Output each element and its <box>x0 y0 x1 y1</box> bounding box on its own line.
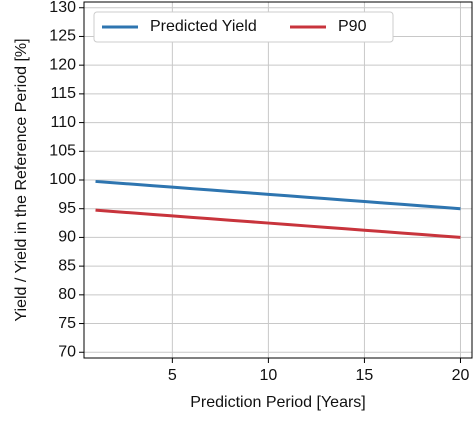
y-tick-label: 130 <box>49 0 76 16</box>
y-tick-label: 105 <box>49 143 76 160</box>
series-line <box>95 208 461 239</box>
y-tick-label: 110 <box>50 114 76 131</box>
legend-label: P90 <box>338 18 367 35</box>
y-tick-label: 95 <box>58 200 76 217</box>
y-tick-label: 80 <box>58 286 76 303</box>
y-tick-label: 115 <box>50 85 76 102</box>
legend-label: Predicted Yield <box>150 18 257 35</box>
legend: Predicted Yield P90 <box>93 11 394 43</box>
x-axis-label: Prediction Period [Years] <box>190 394 366 411</box>
y-tick-label: 70 <box>58 343 76 360</box>
series-line <box>95 179 461 211</box>
y-tick-label: 75 <box>58 315 76 332</box>
x-tick-label: 10 <box>259 367 277 384</box>
y-tick-label: 90 <box>58 229 76 246</box>
y-tick-label: 85 <box>58 257 76 274</box>
x-tick-label: 15 <box>356 367 374 384</box>
plot-frame <box>83 1 473 359</box>
x-tick-label: 20 <box>452 367 470 384</box>
y-tick-label: 120 <box>49 56 76 73</box>
y-tick-label: 100 <box>49 171 76 188</box>
x-tick-label: 5 <box>168 367 177 384</box>
y-tick-label: 125 <box>49 28 76 45</box>
y-axis-label: Yield / Yield in the Reference Period [%… <box>13 38 30 321</box>
legend-box <box>93 11 394 43</box>
